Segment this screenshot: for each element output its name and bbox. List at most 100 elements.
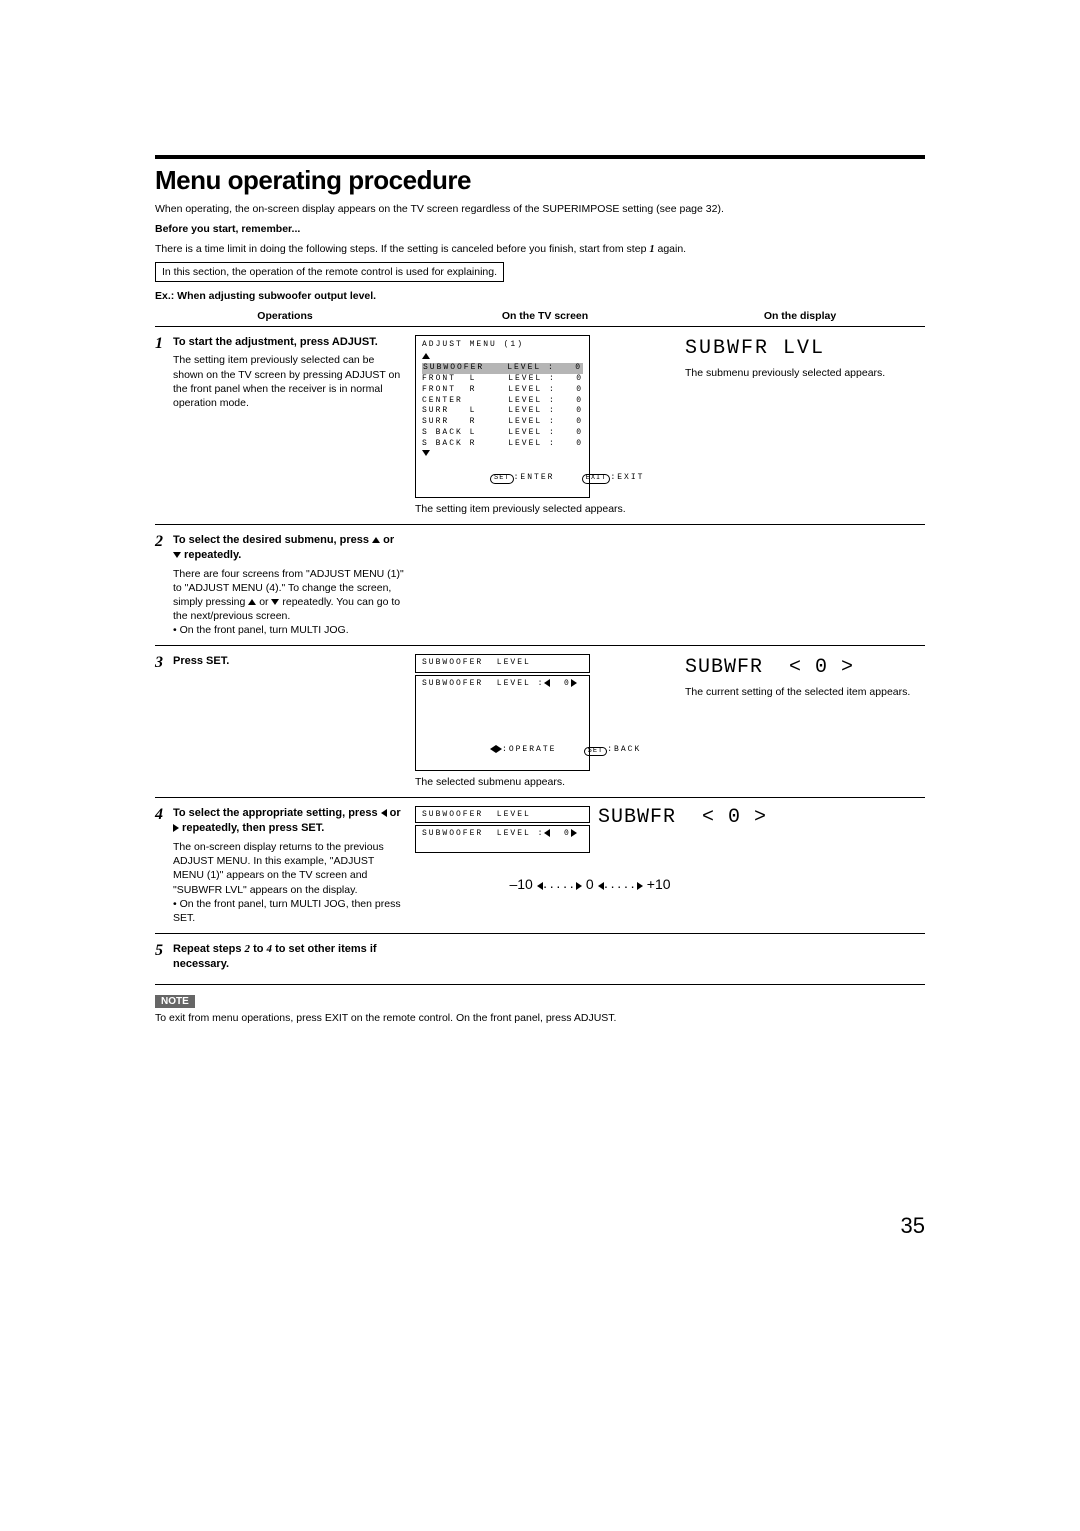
step-1-body: The setting item previously selected can… bbox=[173, 353, 405, 410]
step-3-tv-val: 0 bbox=[564, 679, 571, 688]
tv1-row: SURR LLEVEL : 0 bbox=[422, 406, 583, 417]
step-2-number: 2 bbox=[155, 533, 173, 550]
step-1-tv: ADJUST MENU (1) SUBWOOFERLEVEL : 0FRONT … bbox=[415, 335, 675, 516]
top-rule bbox=[155, 155, 925, 159]
step-3-tv-caption: The selected submenu appears. bbox=[415, 775, 675, 789]
tv1-row: FRONT LLEVEL : 0 bbox=[422, 374, 583, 385]
step-4-heading-b: or bbox=[387, 807, 401, 819]
step-4-bullet-text: On the front panel, turn MULTI JOG, then… bbox=[173, 898, 401, 924]
up-arrow-icon bbox=[372, 537, 380, 543]
example-heading: Ex.: When adjusting subwoofer output lev… bbox=[155, 290, 925, 302]
step-4-tv-line: SUBWOOFER LEVEL : 0 bbox=[422, 829, 583, 838]
tv1-row: CENTERLEVEL : 0 bbox=[422, 396, 583, 407]
exit-button-icon: EXIT bbox=[582, 474, 611, 484]
col-header-operations: Operations bbox=[155, 310, 415, 322]
intro-bold: Before you start, remember... bbox=[155, 222, 925, 236]
step-4-heading: To select the appropriate setting, press… bbox=[173, 806, 405, 836]
down-arrow-icon bbox=[173, 552, 181, 558]
step-4-number: 4 bbox=[155, 806, 173, 823]
step-3-tv-top: SUBWOOFER LEVEL bbox=[415, 654, 590, 673]
tv1-row: FRONT RLEVEL : 0 bbox=[422, 385, 583, 396]
range-dots: ····· bbox=[604, 878, 637, 894]
col-header-display: On the display bbox=[675, 310, 925, 322]
step-3-disp-caption: The current setting of the selected item… bbox=[685, 685, 925, 699]
step-2-bullet: • On the front panel, turn MULTI JOG. bbox=[173, 623, 405, 637]
column-headers: Operations On the TV screen On the displ… bbox=[155, 310, 925, 327]
step-4-tv-line-text: SUBWOOFER LEVEL : bbox=[422, 829, 544, 838]
step-3-row: 3 Press SET. SUBWOOFER LEVEL SUBWOOFER L… bbox=[155, 646, 925, 798]
step-1-display: SUBWFR LVL The submenu previously select… bbox=[675, 335, 925, 380]
step-3-tv: SUBWOOFER LEVEL SUBWOOFER LEVEL : 0 :OPE… bbox=[415, 654, 675, 789]
step-1-disp-caption: The submenu previously selected appears. bbox=[685, 366, 925, 380]
tv1-header: ADJUST MENU (1) bbox=[422, 340, 583, 351]
step-2-heading-c: repeatedly. bbox=[181, 549, 241, 561]
step-5-heading-b: to bbox=[250, 943, 267, 955]
boxed-note: In this section, the operation of the re… bbox=[155, 262, 504, 282]
intro-line-2a: There is a time limit in doing the follo… bbox=[155, 243, 649, 255]
step-4-tv: SUBWOOFER LEVEL SUBWOOFER LEVEL : 0 bbox=[415, 806, 590, 853]
set-button-icon: SET bbox=[490, 474, 514, 484]
left-arrow-icon bbox=[544, 679, 550, 687]
step-3-tv-line-text: SUBWOOFER LEVEL : bbox=[422, 679, 544, 688]
note-text: To exit from menu operations, press EXIT… bbox=[155, 1012, 925, 1024]
step-3-display: SUBWFR < 0 > The current setting of the … bbox=[675, 654, 925, 699]
intro-line-2b: again. bbox=[655, 243, 687, 255]
step-1-tv-caption: The setting item previously selected app… bbox=[415, 502, 675, 516]
step-4-tv-val: 0 bbox=[564, 829, 571, 838]
set-label: :ENTER bbox=[514, 473, 555, 482]
step-4-heading-c: repeatedly, then press SET. bbox=[179, 822, 324, 834]
range-dots: ····· bbox=[543, 878, 576, 894]
step-5-number: 5 bbox=[155, 942, 173, 959]
intro-line-1: When operating, the on-screen display ap… bbox=[155, 202, 925, 216]
tv1-row: S BACK RLEVEL : 0 bbox=[422, 439, 583, 450]
step-1-row: 1 To start the adjustment, press ADJUST.… bbox=[155, 327, 925, 525]
step-4-bullet: • On the front panel, turn MULTI JOG, th… bbox=[173, 897, 405, 925]
step-4-body: The on-screen display returns to the pre… bbox=[173, 840, 405, 897]
note-label: NOTE bbox=[155, 995, 195, 1008]
step-2-body: There are four screens from "ADJUST MENU… bbox=[173, 567, 405, 624]
step-4-display: SUBWFR < 0 > bbox=[590, 806, 767, 853]
step-5-row: 5 Repeat steps 2 to 4 to set other items… bbox=[155, 934, 925, 985]
step-4-heading-a: To select the appropriate setting, press bbox=[173, 807, 381, 819]
range-mid: 0 bbox=[586, 876, 594, 892]
step-5-heading-a: Repeat steps bbox=[173, 943, 245, 955]
set-button-icon: SET bbox=[584, 747, 608, 757]
step-3-segment-display: SUBWFR < 0 > bbox=[685, 654, 925, 681]
exit-label: :EXIT bbox=[610, 473, 644, 482]
step-3-number: 3 bbox=[155, 654, 173, 671]
step-1-number: 1 bbox=[155, 335, 173, 352]
step-4-tv-top: SUBWOOFER LEVEL bbox=[415, 806, 590, 823]
down-arrow-icon bbox=[422, 450, 430, 456]
tv1-row: S BACK LLEVEL : 0 bbox=[422, 428, 583, 439]
step-3-operations: Press SET. bbox=[173, 654, 415, 673]
right-arrow-icon bbox=[571, 829, 577, 837]
operate-label: :OPERATE bbox=[502, 746, 556, 755]
step-1-segment-display: SUBWFR LVL bbox=[685, 335, 925, 362]
page-number: 35 bbox=[901, 1213, 925, 1239]
range-lo: –10 bbox=[509, 876, 532, 892]
tv1-row: SURR RLEVEL : 0 bbox=[422, 417, 583, 428]
step-4-operations: To select the appropriate setting, press… bbox=[173, 806, 415, 925]
col-header-tv: On the TV screen bbox=[415, 310, 675, 322]
step-4-seg-b: < 0 > bbox=[702, 806, 767, 829]
step-4-right: SUBWOOFER LEVEL SUBWOOFER LEVEL : 0 SUBW… bbox=[415, 806, 765, 853]
step-1-operations: To start the adjustment, press ADJUST. T… bbox=[173, 335, 415, 411]
range-indicator-wrap: –10 ····· 0 ····· +10 bbox=[415, 866, 765, 893]
page-title: Menu operating procedure bbox=[155, 165, 925, 196]
step-3-tv-main: SUBWOOFER LEVEL : 0 :OPERATE SET:BACK bbox=[415, 675, 590, 771]
intro-line-2: There is a time limit in doing the follo… bbox=[155, 242, 925, 257]
step-2-body-b: or bbox=[256, 596, 271, 608]
range-hi: +10 bbox=[647, 876, 671, 892]
right-arrow-icon bbox=[576, 882, 582, 890]
back-label: :BACK bbox=[607, 746, 641, 755]
tv1-row: SUBWOOFERLEVEL : 0 bbox=[422, 363, 583, 374]
step-5-heading: Repeat steps 2 to 4 to set other items i… bbox=[173, 942, 405, 972]
step-2-heading: To select the desired submenu, press or … bbox=[173, 533, 405, 563]
step-2-bullet-text: On the front panel, turn MULTI JOG. bbox=[180, 624, 349, 636]
step-3-tv-footer: :OPERATE SET:BACK bbox=[422, 735, 583, 768]
step-1-heading: To start the adjustment, press ADJUST. bbox=[173, 335, 405, 350]
step-1-tv-box: ADJUST MENU (1) SUBWOOFERLEVEL : 0FRONT … bbox=[415, 335, 590, 498]
step-2-row: 2 To select the desired submenu, press o… bbox=[155, 525, 925, 647]
range-indicator: –10 ····· 0 ····· +10 bbox=[470, 876, 710, 893]
tv1-footer: SET:ENTER EXIT:EXIT bbox=[422, 462, 583, 494]
